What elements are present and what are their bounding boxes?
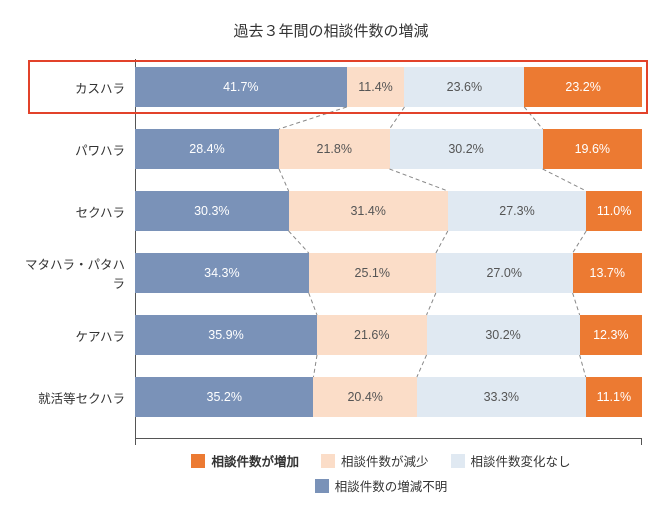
bar-segment-increase: 19.6% — [543, 129, 642, 169]
category-label: セクハラ — [20, 202, 135, 221]
bar-segment-nochange: 27.0% — [436, 253, 573, 293]
legend-label: 相談件数変化なし — [471, 451, 571, 470]
bar-segment-decrease: 21.8% — [279, 129, 390, 169]
legend-label: 相談件数の増減不明 — [335, 476, 448, 495]
bar-segment-increase: 11.0% — [586, 191, 642, 231]
bar-track: 41.7%11.4%23.6%23.2% — [135, 67, 642, 107]
bar-row: 就活等セクハラ35.2%20.4%33.3%11.1% — [20, 377, 642, 417]
bar-track: 28.4%21.8%30.2%19.6% — [135, 129, 642, 169]
bar-segment-decrease: 20.4% — [313, 377, 416, 417]
legend: 相談件数が増加 相談件数が減少 相談件数変化なし相談件数の増減不明 — [20, 451, 642, 495]
legend-swatch — [321, 454, 335, 468]
bar-segment-increase: 12.3% — [580, 315, 642, 355]
bar-row: パワハラ28.4%21.8%30.2%19.6% — [20, 129, 642, 169]
bar-segment-nochange: 30.2% — [390, 129, 543, 169]
legend-swatch — [191, 454, 205, 468]
bar-segment-unknown: 41.7% — [135, 67, 347, 107]
bar-track: 35.9%21.6%30.2%12.3% — [135, 315, 642, 355]
bar-segment-decrease: 31.4% — [289, 191, 448, 231]
bar-row: マタハラ・パタハラ34.3%25.1%27.0%13.7% — [20, 253, 642, 293]
x-axis — [135, 438, 642, 439]
legend-swatch — [451, 454, 465, 468]
chart-title: 過去３年間の相談件数の増減 — [20, 20, 642, 41]
category-label: パワハラ — [20, 140, 135, 159]
bar-segment-increase: 23.2% — [524, 67, 642, 107]
bar-track: 35.2%20.4%33.3%11.1% — [135, 377, 642, 417]
bar-segment-nochange: 30.2% — [427, 315, 580, 355]
bar-segment-increase: 13.7% — [573, 253, 642, 293]
stacked-bar-chart: 過去３年間の相談件数の増減 カスハラ41.7%11.4%23.6%23.2% パワ… — [0, 0, 672, 505]
bar-track: 30.3%31.4%27.3%11.0% — [135, 191, 642, 231]
bar-segment-unknown: 35.9% — [135, 315, 317, 355]
legend-swatch — [315, 479, 329, 493]
bar-segment-nochange: 33.3% — [417, 377, 586, 417]
legend-item-unknown: 相談件数の増減不明 — [315, 476, 448, 495]
plot-area: カスハラ41.7%11.4%23.6%23.2%パワハラ28.4%21.8%30… — [20, 59, 642, 439]
bar-segment-unknown: 34.3% — [135, 253, 309, 293]
bar-segment-decrease: 25.1% — [309, 253, 436, 293]
bar-row: ケアハラ35.9%21.6%30.2%12.3% — [20, 315, 642, 355]
category-label: ケアハラ — [20, 326, 135, 345]
category-label: カスハラ — [20, 78, 135, 97]
bar-row: セクハラ30.3%31.4%27.3%11.0% — [20, 191, 642, 231]
legend-item-nochange: 相談件数変化なし — [451, 451, 571, 470]
legend-label: 相談件数が減少 — [341, 451, 429, 470]
legend-item-decrease: 相談件数が減少 — [321, 451, 429, 470]
bar-segment-unknown: 28.4% — [135, 129, 279, 169]
legend-label: 相談件数が増加 — [211, 451, 299, 470]
bar-segment-nochange: 23.6% — [404, 67, 524, 107]
bar-segment-decrease: 11.4% — [347, 67, 405, 107]
category-label: マタハラ・パタハラ — [20, 254, 135, 292]
bar-segment-decrease: 21.6% — [317, 315, 427, 355]
bar-segment-unknown: 35.2% — [135, 377, 313, 417]
bar-row: カスハラ41.7%11.4%23.6%23.2% — [20, 67, 642, 107]
bar-segment-nochange: 27.3% — [448, 191, 586, 231]
legend-item-increase: 相談件数が増加 — [191, 451, 299, 470]
bar-segment-unknown: 30.3% — [135, 191, 289, 231]
category-label: 就活等セクハラ — [20, 388, 135, 407]
bar-segment-increase: 11.1% — [586, 377, 642, 417]
bar-track: 34.3%25.1%27.0%13.7% — [135, 253, 642, 293]
